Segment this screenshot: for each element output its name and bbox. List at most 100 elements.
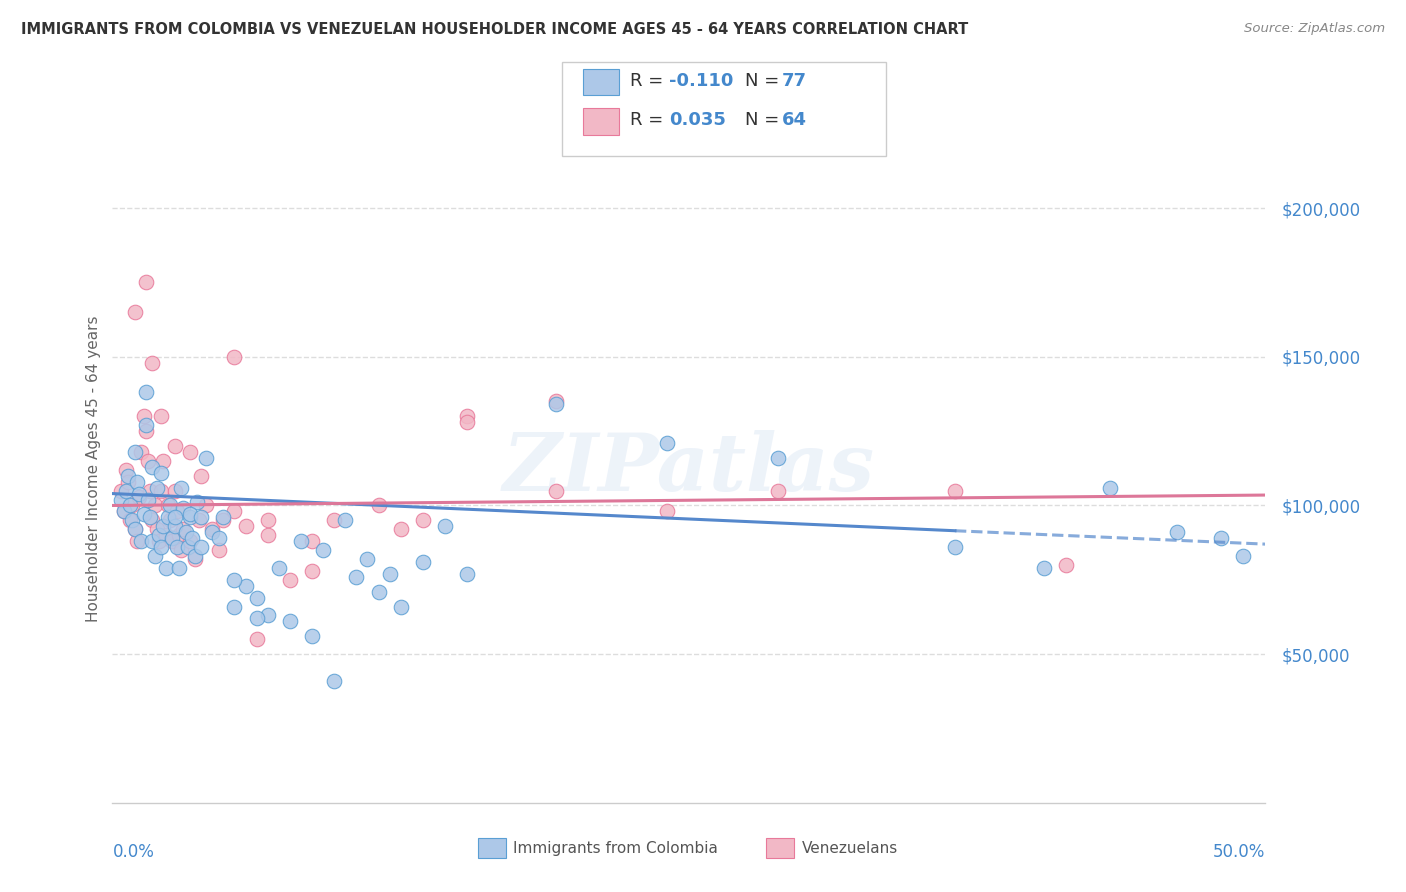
Text: ZIPatlas: ZIPatlas [503,430,875,507]
Point [412,555,434,569]
Point [120,513,142,527]
Point [125,534,148,549]
Point [183,549,205,563]
Point [174,525,197,540]
Point [135,424,157,438]
Point [177,540,200,554]
Point [245,591,267,605]
Point [136,454,159,468]
Point [148,528,170,542]
Point [167,528,190,542]
Point [139,510,162,524]
Point [655,504,678,518]
Point [141,534,163,549]
Point [110,483,132,498]
Point [135,276,157,290]
Point [150,409,173,424]
Point [135,418,157,433]
Point [132,409,155,424]
Point [323,513,346,527]
Point [1054,558,1077,572]
Text: 50.0%: 50.0% [1213,843,1265,861]
Point [172,501,194,516]
Point [208,531,231,545]
Point [378,566,401,581]
Point [128,490,150,504]
Point [125,475,148,489]
Point [194,499,217,513]
Point [190,540,212,554]
Point [163,483,186,498]
Point [141,356,163,370]
Text: IMMIGRANTS FROM COLOMBIA VS VENEZUELAN HOUSEHOLDER INCOME AGES 45 - 64 YEARS COR: IMMIGRANTS FROM COLOMBIA VS VENEZUELAN H… [21,22,969,37]
Point [367,499,389,513]
Point [389,522,412,536]
Point [301,564,323,578]
Point [120,499,142,513]
Point [256,513,278,527]
Point [121,499,143,513]
Point [124,305,146,319]
Text: 0.035: 0.035 [669,112,725,129]
Point [166,540,188,554]
Point [544,397,567,411]
Point [389,599,412,614]
Point [766,483,789,498]
Point [290,534,312,549]
Point [117,468,139,483]
Point [1209,531,1232,545]
Point [150,540,173,554]
Point [143,549,166,563]
Text: Venezuelans: Venezuelans [801,841,897,855]
Point [356,552,378,566]
Point [1032,561,1054,575]
Point [179,534,201,549]
Point [224,350,246,364]
Point [172,522,194,536]
Point [150,483,173,498]
Point [129,445,153,459]
Point [152,519,174,533]
Point [156,510,179,524]
Point [112,504,135,518]
Point [170,543,193,558]
Point [312,543,335,558]
Point [159,499,181,513]
Point [1166,525,1188,540]
Point [146,522,169,536]
Point [163,519,186,533]
Point [128,486,150,500]
Point [114,463,136,477]
Point [456,409,478,424]
Point [112,504,135,518]
Point [655,436,678,450]
Point [245,632,267,647]
Point [267,561,290,575]
Point [155,561,177,575]
Point [124,522,146,536]
Point [114,483,136,498]
Point [167,561,190,575]
Point [124,522,146,536]
Point [170,481,193,495]
Point [132,508,155,522]
Point [152,454,174,468]
Text: Source: ZipAtlas.com: Source: ZipAtlas.com [1244,22,1385,36]
Point [335,513,357,527]
Text: N =: N = [745,72,785,90]
Point [201,525,224,540]
Point [544,483,567,498]
Y-axis label: Householder Income Ages 45 - 64 years: Householder Income Ages 45 - 64 years [86,315,101,622]
Point [129,534,153,549]
Point [156,499,179,513]
Point [179,510,201,524]
Point [301,534,323,549]
Point [162,531,184,545]
Point [456,415,478,429]
Point [190,510,212,524]
Point [150,466,173,480]
Point [141,459,163,474]
Point [301,629,323,643]
Point [367,584,389,599]
Point [186,495,208,509]
